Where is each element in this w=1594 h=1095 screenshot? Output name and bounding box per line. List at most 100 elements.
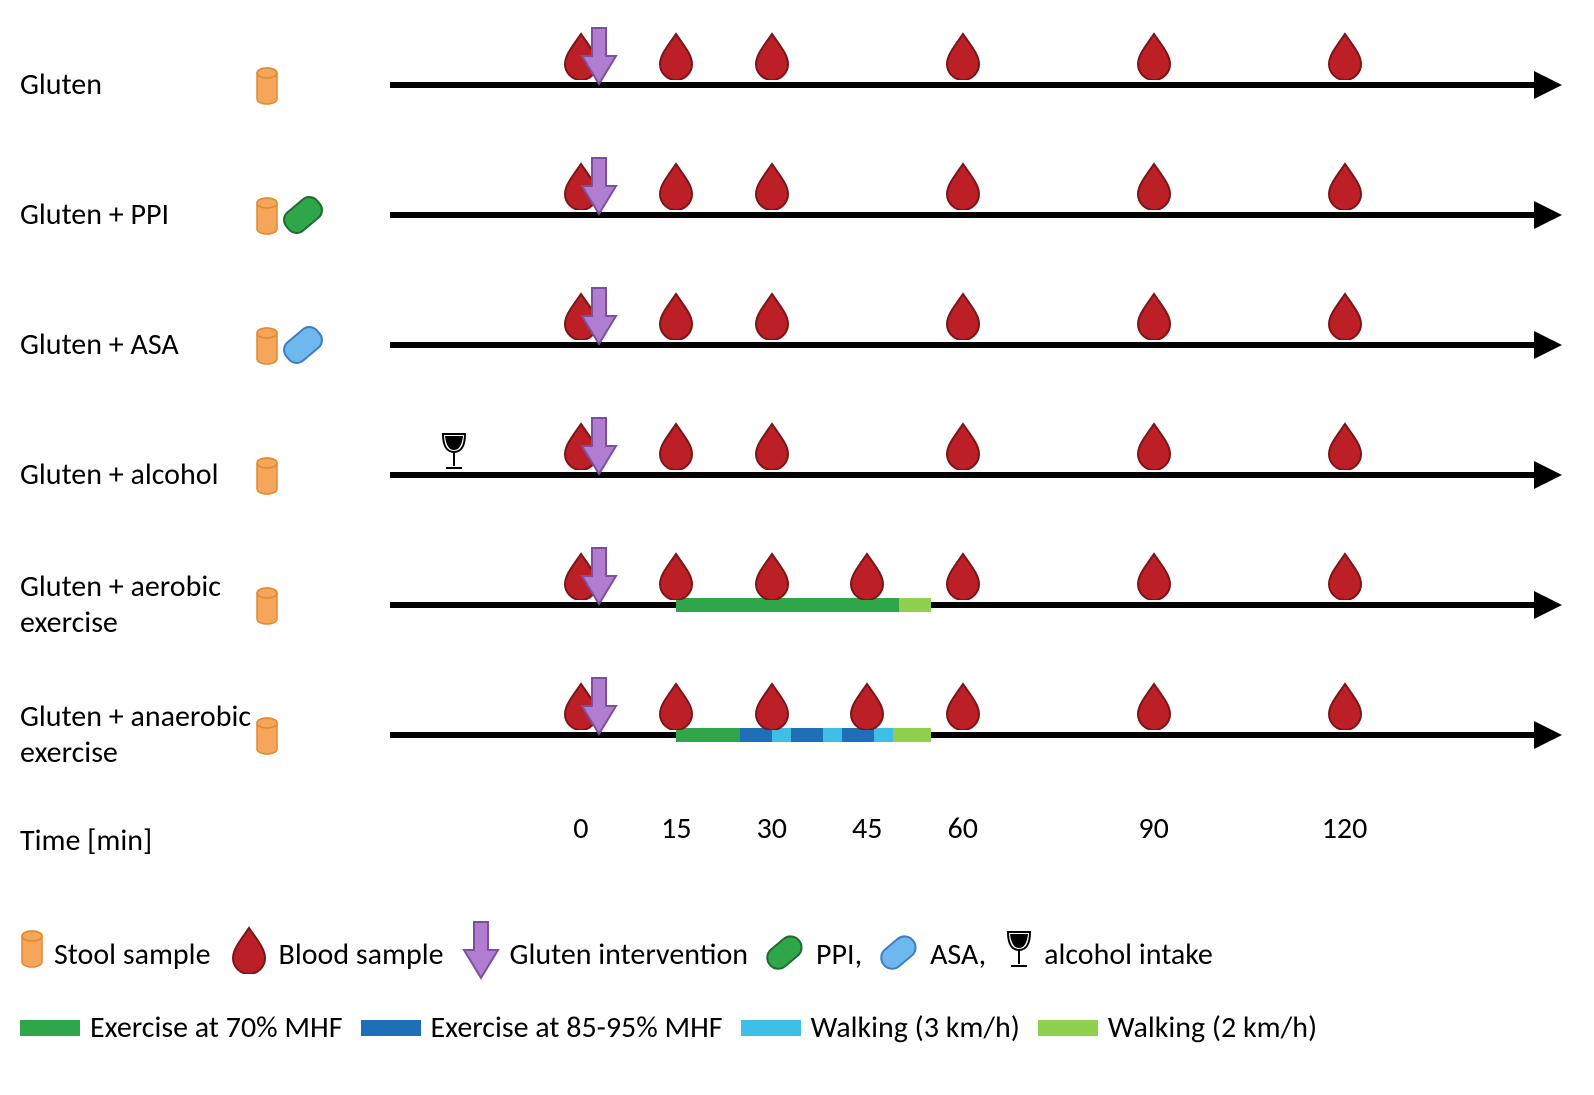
blood-sample-icon [943, 162, 983, 215]
legend-item: PPI, [766, 936, 862, 973]
timeline-arrowhead-icon [1534, 591, 1562, 619]
gluten-arrow-icon [580, 286, 618, 351]
legend-item: Gluten intervention [462, 920, 749, 989]
timeline-arrowhead-icon [1534, 721, 1562, 749]
exercise-segment [823, 728, 842, 742]
timeline [390, 150, 1574, 280]
pre-timeline-area [310, 670, 390, 800]
blood-sample-icon [1134, 682, 1174, 735]
time-tick: 120 [1322, 810, 1368, 847]
blood-sample-icon [847, 552, 887, 605]
gluten-arrow-icon [580, 416, 618, 481]
time-tick: 15 [661, 810, 691, 847]
blood-sample-icon [656, 292, 696, 345]
timeline-arrowhead-icon [1534, 461, 1562, 489]
blood-sample-icon [1325, 682, 1365, 735]
protocol-row: Gluten + ASA [20, 280, 1574, 410]
stool-icon [255, 67, 275, 103]
timeline [390, 20, 1574, 150]
legend-text: alcohol intake [1044, 936, 1213, 973]
time-tick: 60 [948, 810, 978, 847]
timeline [390, 280, 1574, 410]
blood-sample-icon [1325, 552, 1365, 605]
blood-sample-icon [847, 682, 887, 735]
legend: Stool sample Blood sample Gluten interve… [20, 920, 1574, 1046]
blood-sample-icon [1325, 162, 1365, 215]
stool-icon [255, 457, 275, 493]
stool-icon [255, 587, 275, 623]
time-tick: 45 [852, 810, 882, 847]
legend-item: Walking (2 km/h) [1038, 1009, 1317, 1046]
legend-swatch-icon [741, 1020, 801, 1036]
gluten-arrow-icon [580, 546, 618, 611]
gluten-arrow-icon [580, 26, 618, 91]
legend-text: Stool sample [54, 936, 211, 973]
asa-icon [880, 936, 920, 973]
gluten-arrow-icon [580, 156, 618, 221]
timeline [390, 410, 1574, 540]
legend-text: Blood sample [279, 936, 444, 973]
pre-timeline-area [310, 280, 390, 410]
pre-timeline-area [310, 20, 390, 150]
time-axis-label: Time [min] [20, 822, 310, 859]
blood-sample-icon [943, 682, 983, 735]
blood-icon [229, 926, 269, 983]
legend-row: Exercise at 70% MHF Exercise at 85-95% MH… [20, 1009, 1574, 1046]
time-ticks: 01530456090120 [390, 810, 1574, 870]
legend-swatch-icon [20, 1020, 80, 1036]
timeline-arrowhead-icon [1534, 71, 1562, 99]
blood-sample-icon [1134, 32, 1174, 85]
exercise-segment [893, 728, 931, 742]
time-tick: 30 [757, 810, 787, 847]
legend-text: Walking (3 km/h) [811, 1009, 1020, 1046]
gluten-icon [462, 920, 500, 989]
blood-sample-icon [1134, 552, 1174, 605]
time-axis-row: Time [min]01530456090120 [20, 810, 1574, 870]
legend-item: Stool sample [20, 930, 211, 979]
exercise-segment [791, 728, 823, 742]
blood-sample-icon [943, 292, 983, 345]
legend-text: Exercise at 85-95% MHF [431, 1009, 723, 1046]
legend-text: Exercise at 70% MHF [90, 1009, 343, 1046]
legend-text: PPI, [816, 936, 862, 973]
blood-sample-icon [943, 552, 983, 605]
blood-sample-icon [752, 422, 792, 475]
blood-sample-icon [656, 682, 696, 735]
protocol-row: Gluten + aerobicexercise [20, 540, 1574, 670]
gluten-arrow-icon [580, 676, 618, 741]
protocol-row: Gluten [20, 20, 1574, 150]
blood-sample-icon [1134, 422, 1174, 475]
legend-item: Blood sample [229, 926, 444, 983]
blood-sample-icon [656, 162, 696, 215]
stool-icon [20, 930, 44, 979]
stool-icon [255, 327, 275, 363]
legend-text: Walking (2 km/h) [1108, 1009, 1317, 1046]
blood-sample-icon [943, 32, 983, 85]
blood-sample-icon [656, 552, 696, 605]
pre-timeline-area [310, 410, 390, 540]
blood-sample-icon [752, 552, 792, 605]
protocol-row: Gluten + anaerobicexercise [20, 670, 1574, 800]
blood-sample-icon [656, 32, 696, 85]
legend-item: Exercise at 85-95% MHF [361, 1009, 723, 1046]
timeline [390, 540, 1574, 670]
timeline [390, 670, 1574, 800]
blood-sample-icon [1325, 32, 1365, 85]
wine-icon [1004, 930, 1034, 979]
blood-sample-icon [1325, 422, 1365, 475]
timeline-arrowhead-icon [1534, 331, 1562, 359]
blood-sample-icon [752, 292, 792, 345]
legend-item: Exercise at 70% MHF [20, 1009, 343, 1046]
legend-item: alcohol intake [1004, 930, 1213, 979]
legend-text: Gluten intervention [510, 936, 749, 973]
protocol-row: Gluten + PPI [20, 150, 1574, 280]
stool-icon [255, 197, 275, 233]
exercise-segment [899, 598, 931, 612]
timeline-arrowhead-icon [1534, 201, 1562, 229]
ppi-icon [766, 936, 806, 973]
blood-sample-icon [752, 32, 792, 85]
legend-swatch-icon [361, 1020, 421, 1036]
time-tick: 90 [1138, 810, 1168, 847]
blood-sample-icon [1134, 162, 1174, 215]
legend-item: Walking (3 km/h) [741, 1009, 1020, 1046]
